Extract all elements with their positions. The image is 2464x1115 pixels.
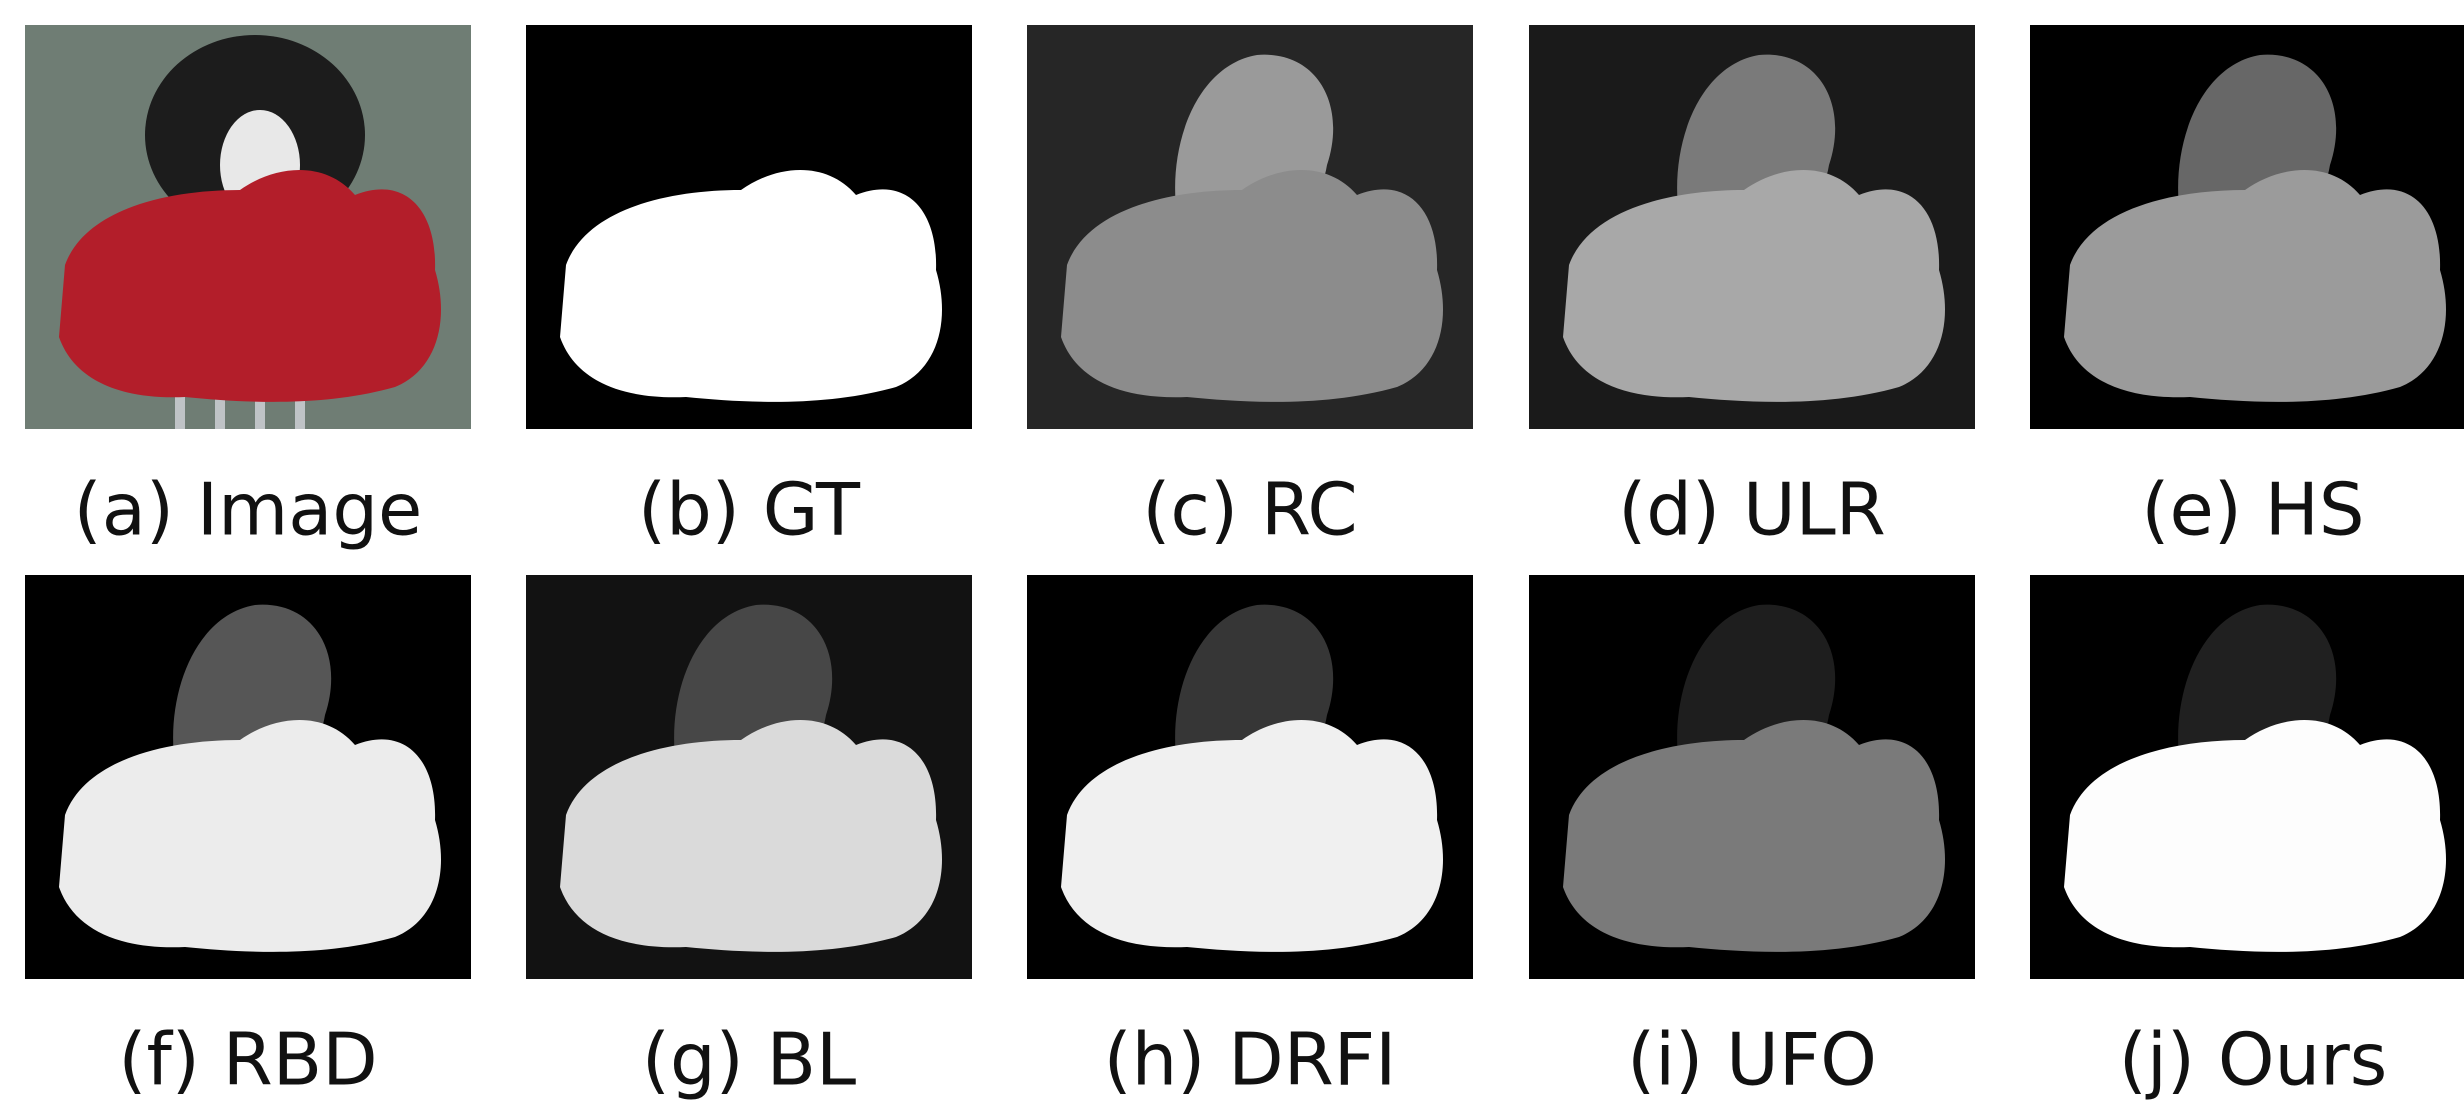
panel-caption: (g) BL xyxy=(642,1018,856,1102)
panel-image xyxy=(1529,25,1975,429)
panel-caption: (d) ULR xyxy=(1618,468,1886,552)
panel-caption: (j) Ours xyxy=(2119,1018,2388,1102)
panel-image xyxy=(2030,575,2464,979)
panel-image xyxy=(1027,25,1473,429)
panel-caption: (f) RBD xyxy=(118,1018,377,1102)
panel-caption: (e) HS xyxy=(2141,468,2364,552)
figure: (a) Image (b) GT (c) RC (d) ULR (e) HS (f) RB… xyxy=(0,0,2464,1115)
panel-caption: (i) UFO xyxy=(1627,1018,1877,1102)
panel-caption: (b) GT xyxy=(638,468,861,552)
panel-caption: (c) RC xyxy=(1142,468,1357,552)
panel-image xyxy=(1529,575,1975,979)
panel-image xyxy=(1027,575,1473,979)
panel-caption: (h) DRFI xyxy=(1104,1018,1397,1102)
panel-image xyxy=(25,575,471,979)
panel-caption: (a) Image xyxy=(74,468,423,552)
panel-image xyxy=(526,25,972,429)
panel-image xyxy=(526,575,972,979)
panel-image xyxy=(2030,25,2464,429)
panel-image xyxy=(25,25,471,429)
